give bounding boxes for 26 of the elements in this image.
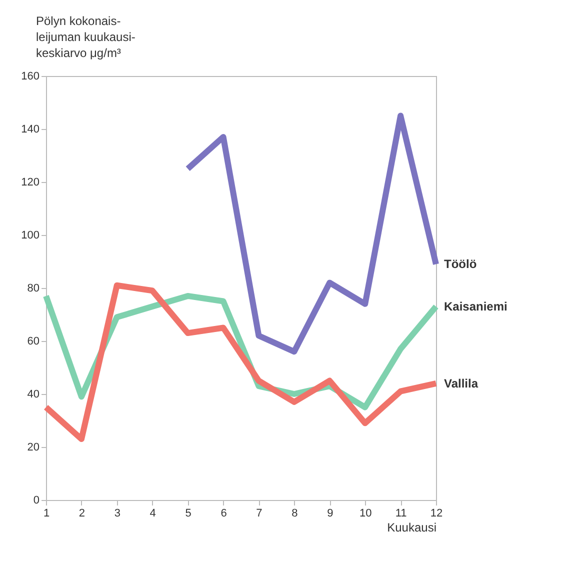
y-tick-label: 100: [21, 230, 40, 242]
x-tick-label: 7: [256, 508, 262, 520]
x-tick-label: 3: [114, 508, 120, 520]
x-tick-label: 1: [43, 508, 50, 520]
x-tick-label: 6: [220, 508, 227, 520]
y-tick-label: 80: [27, 282, 40, 294]
y-tick-label: 40: [27, 388, 40, 400]
y-tick-label: 120: [21, 176, 40, 188]
x-tick-label: 5: [185, 508, 192, 520]
x-tick-label: 11: [395, 508, 407, 520]
y-tick-label: 20: [27, 442, 40, 454]
x-tick-label: 2: [78, 508, 86, 520]
y-tick-label: 60: [27, 336, 40, 348]
x-axis-title: Kuukausi: [387, 520, 436, 534]
series-label: Töölö: [444, 257, 477, 272]
x-tick-label: 10: [359, 508, 372, 520]
y-axis-title: Pölyn kokonais- leijuman kuukausi- keskiarvo μg/m³: [36, 14, 136, 60]
x-tick-label: 12: [430, 508, 443, 520]
series-label: Vallila: [444, 376, 478, 390]
x-tick-label: 9: [327, 508, 334, 520]
y-tick-label: 0: [33, 494, 40, 506]
x-tick-label: 8: [292, 508, 298, 520]
x-tick-label: 4: [150, 508, 156, 520]
y-tick-label: 140: [21, 124, 40, 136]
y-tick-label: 160: [21, 70, 40, 82]
series-label: Kaisaniemi: [444, 300, 508, 314]
